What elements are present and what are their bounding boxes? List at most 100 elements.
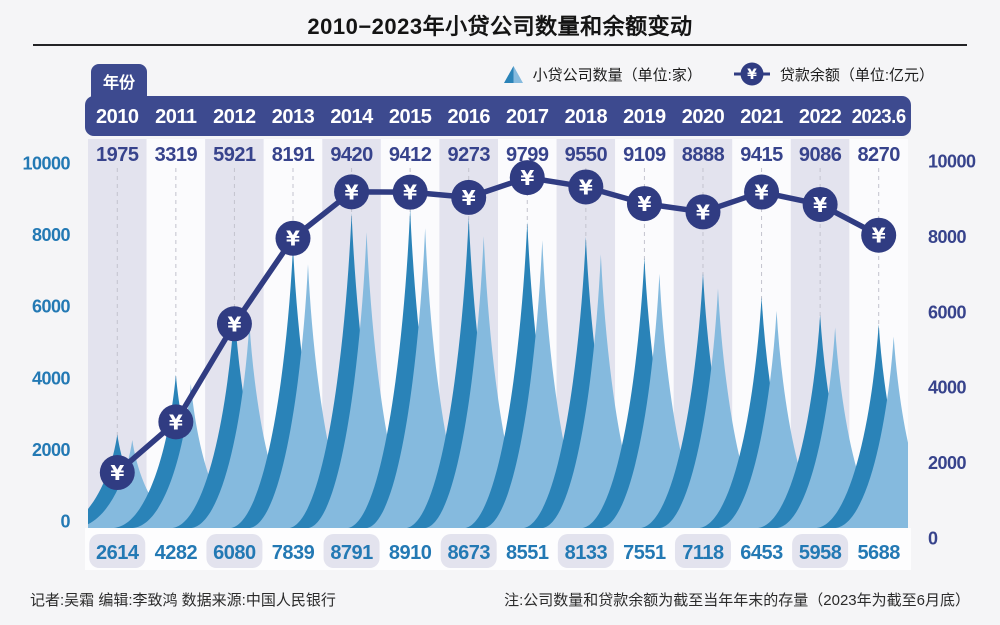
- left-axis-tick: 4000: [32, 368, 71, 388]
- year-header-band: [85, 96, 911, 136]
- year-label: 2012: [213, 106, 256, 128]
- balance-value-label: 8270: [857, 144, 900, 166]
- spike-light: [191, 323, 308, 528]
- right-axis-tick: 8000: [928, 227, 967, 247]
- balance-marker: [451, 179, 487, 215]
- balance-value-label: 9420: [330, 144, 373, 166]
- spike-light: [132, 383, 249, 528]
- year-label: 2016: [447, 106, 490, 128]
- count-value-label: 5688: [857, 542, 900, 564]
- count-value-tag: [89, 534, 146, 568]
- balance-marker: [744, 174, 780, 210]
- year-label: 2015: [389, 106, 432, 128]
- count-value-tag: [206, 534, 263, 568]
- spike-dark: [113, 374, 238, 528]
- year-label: 2010: [96, 106, 139, 128]
- yen-symbol: ¥: [696, 200, 710, 224]
- balance-value-label: 8191: [272, 144, 315, 166]
- yen-symbol: ¥: [110, 461, 124, 485]
- spike-dark: [348, 209, 473, 528]
- balance-value-label: 9415: [740, 144, 783, 166]
- right-axis-tick: 6000: [928, 302, 967, 322]
- year-label: 2021: [740, 106, 783, 128]
- chart-legend: 小贷公司数量（单位:家） ¥ 贷款余额（单位:亿元）: [503, 61, 934, 87]
- spike-dark: [582, 257, 707, 528]
- yen-symbol: ¥: [462, 186, 476, 210]
- footer-note: 注:公司数量和贷款余额为截至当年年末的存量（2023年为截至6月底）: [504, 592, 970, 609]
- spike-dark: [640, 273, 765, 528]
- count-value-tag: [440, 534, 497, 568]
- footer-credits: 记者:吴霜 编辑:李致鸿 数据来源:中国人民银行: [30, 592, 336, 609]
- left-axis-tick: 10000: [22, 154, 70, 174]
- spike-dark: [523, 236, 648, 528]
- spike-light: [425, 236, 542, 528]
- yen-symbol: ¥: [637, 192, 651, 216]
- year-label: 2013: [272, 106, 315, 128]
- spike-light: [484, 240, 601, 528]
- count-value-label: 6080: [213, 542, 256, 564]
- count-value-label: 2614: [96, 542, 140, 564]
- company-count-spikes: [88, 209, 908, 528]
- balance-value-label: 9550: [565, 144, 608, 166]
- balance-marker: [802, 186, 838, 222]
- balance-value-label: 8888: [682, 144, 725, 166]
- balance-marker: [99, 455, 135, 491]
- loan-balance-yen-icon: ¥: [733, 61, 770, 87]
- legend-balance-label: 贷款余额（单位:亿元）: [779, 66, 934, 84]
- yen-symbol: ¥: [227, 312, 241, 336]
- count-value-label: 8133: [565, 542, 608, 564]
- balance-marker: [861, 217, 897, 253]
- spike-dark: [230, 247, 355, 528]
- balance-marker: [275, 220, 311, 256]
- title-divider: [33, 44, 967, 46]
- balance-value-label: 9109: [623, 144, 666, 166]
- left-axis-tick: 6000: [32, 297, 71, 317]
- count-value-tag: [674, 534, 731, 568]
- spike-dark: [406, 217, 531, 528]
- year-label: 2020: [682, 106, 725, 128]
- balance-value-label: 9273: [447, 144, 490, 166]
- count-value-label: 7839: [272, 542, 315, 564]
- count-value-label: 8673: [447, 542, 490, 564]
- legend-count-label: 小贷公司数量（单位:家）: [532, 66, 702, 84]
- balance-value-label: 5921: [213, 144, 256, 166]
- year-label: 2014: [330, 106, 374, 128]
- svg-text:¥: ¥: [747, 67, 757, 83]
- left-axis-tick: 0: [60, 512, 70, 532]
- year-label: 2011: [155, 106, 197, 128]
- balance-value-label: 1975: [96, 144, 139, 166]
- yen-symbol: ¥: [872, 224, 886, 248]
- count-value-label: 5958: [799, 542, 842, 564]
- left-axis-tick: 2000: [32, 440, 71, 460]
- spike-dark: [758, 314, 883, 528]
- yen-symbol: ¥: [403, 181, 417, 205]
- count-value-tag: [323, 534, 380, 568]
- year-label: 2023.6: [852, 106, 906, 128]
- yen-symbol: ¥: [579, 175, 593, 199]
- count-value-label: 4282: [155, 542, 198, 564]
- balance-marker: [392, 174, 428, 210]
- company-count-triangle-icon: [503, 65, 523, 83]
- yen-symbol: ¥: [520, 166, 534, 190]
- yen-symbol: ¥: [169, 410, 183, 434]
- left-axis-tick: 8000: [32, 225, 71, 245]
- spike-light: [367, 228, 484, 528]
- balance-marker: [216, 306, 252, 342]
- spike-light: [777, 327, 894, 528]
- balance-value-label: 9086: [799, 144, 842, 166]
- count-value-label: 8910: [389, 542, 432, 564]
- balance-marker: [626, 186, 662, 222]
- count-value-label: 6453: [740, 542, 783, 564]
- yen-symbol: ¥: [813, 193, 827, 217]
- spike-dark: [465, 221, 590, 528]
- year-axis-tab: 年份: [91, 64, 147, 98]
- yen-symbol: ¥: [755, 181, 769, 205]
- balance-marker: [509, 160, 545, 196]
- spike-light: [308, 232, 425, 528]
- year-label: 2017: [506, 106, 549, 128]
- balance-value-label: 9799: [506, 144, 549, 166]
- spike-light: [249, 264, 366, 528]
- year-label: 2022: [799, 106, 842, 128]
